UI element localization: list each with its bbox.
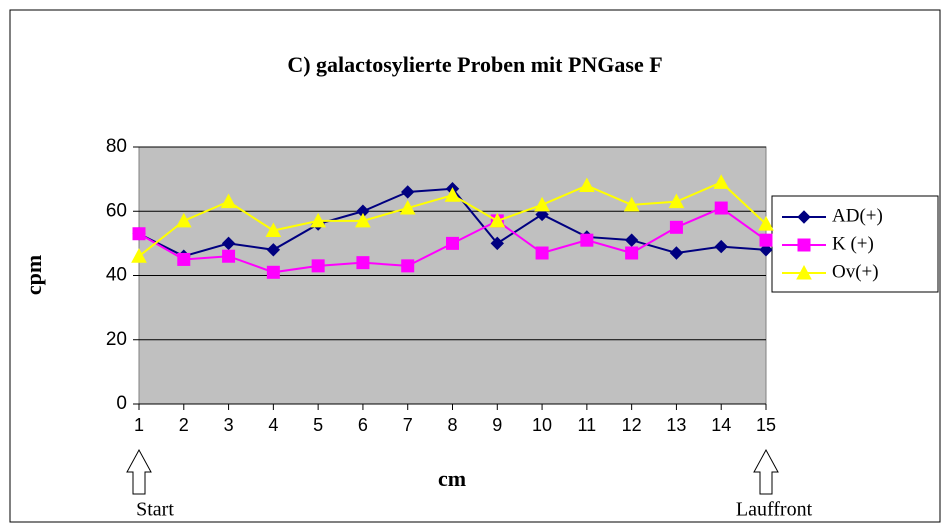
point	[399, 199, 416, 215]
y-tick-label: 60	[106, 200, 127, 221]
x-tick-label: 12	[622, 415, 642, 435]
y-tick-label: 0	[116, 393, 127, 414]
legend-marker	[797, 210, 811, 224]
point	[580, 233, 594, 247]
y-tick-label: 80	[106, 136, 127, 157]
legend-marker	[797, 238, 811, 252]
legend-marker	[796, 264, 812, 280]
point	[265, 222, 282, 238]
point	[534, 196, 550, 212]
point	[714, 201, 728, 215]
point	[759, 243, 773, 257]
x-tick-label: 11	[578, 415, 597, 435]
x-tick-label: 8	[447, 415, 457, 435]
start-arrow	[126, 448, 152, 495]
point	[625, 246, 639, 260]
point	[669, 220, 683, 234]
point	[624, 233, 639, 247]
point	[579, 177, 595, 193]
point	[446, 236, 459, 250]
point	[623, 196, 640, 212]
point	[444, 187, 461, 202]
point	[758, 216, 774, 231]
point	[668, 193, 685, 209]
x-axis-label: cm	[438, 466, 466, 491]
point	[713, 174, 730, 189]
point	[220, 193, 237, 209]
annotation: Lauffront	[736, 499, 813, 521]
x-tick-label: 5	[313, 415, 323, 435]
front-arrow	[753, 448, 779, 495]
x-tick-label: 10	[532, 415, 552, 435]
x-tick-label: 7	[403, 415, 413, 435]
y-axis-label: cpm	[21, 255, 46, 295]
x-tick-label: 2	[179, 415, 189, 435]
point	[535, 246, 549, 260]
point	[355, 212, 371, 228]
point	[266, 243, 281, 257]
point	[310, 212, 326, 228]
y-tick-label: 20	[106, 329, 127, 350]
point	[222, 249, 236, 263]
point	[489, 212, 506, 228]
point	[177, 252, 191, 266]
point	[535, 207, 549, 222]
x-tick-label: 4	[268, 415, 278, 435]
y-tick-label: 40	[106, 265, 127, 286]
point	[131, 248, 147, 263]
point	[714, 239, 728, 254]
annotation: Start	[136, 499, 174, 521]
x-tick-label: 14	[711, 415, 731, 435]
point	[356, 256, 370, 270]
point	[311, 259, 325, 273]
legend-label: K (+)	[832, 233, 874, 254]
point	[266, 265, 280, 279]
chart-title: C) galactosylierte Proben mit PNGase F	[287, 52, 662, 77]
point	[669, 246, 684, 260]
x-tick-label: 9	[492, 415, 502, 435]
point	[759, 233, 773, 247]
x-tick-label: 3	[224, 415, 234, 435]
legend-label: Ov(+)	[832, 261, 879, 282]
point	[401, 185, 415, 199]
point	[132, 227, 146, 241]
point	[221, 236, 236, 251]
x-tick-label: 13	[666, 415, 686, 435]
point	[490, 236, 504, 251]
x-tick-label: 6	[358, 415, 368, 435]
legend-label: AD(+)	[832, 205, 883, 226]
point	[401, 259, 415, 273]
x-tick-label: 15	[756, 415, 776, 435]
point	[175, 212, 192, 228]
x-tick-label: 1	[134, 415, 144, 435]
